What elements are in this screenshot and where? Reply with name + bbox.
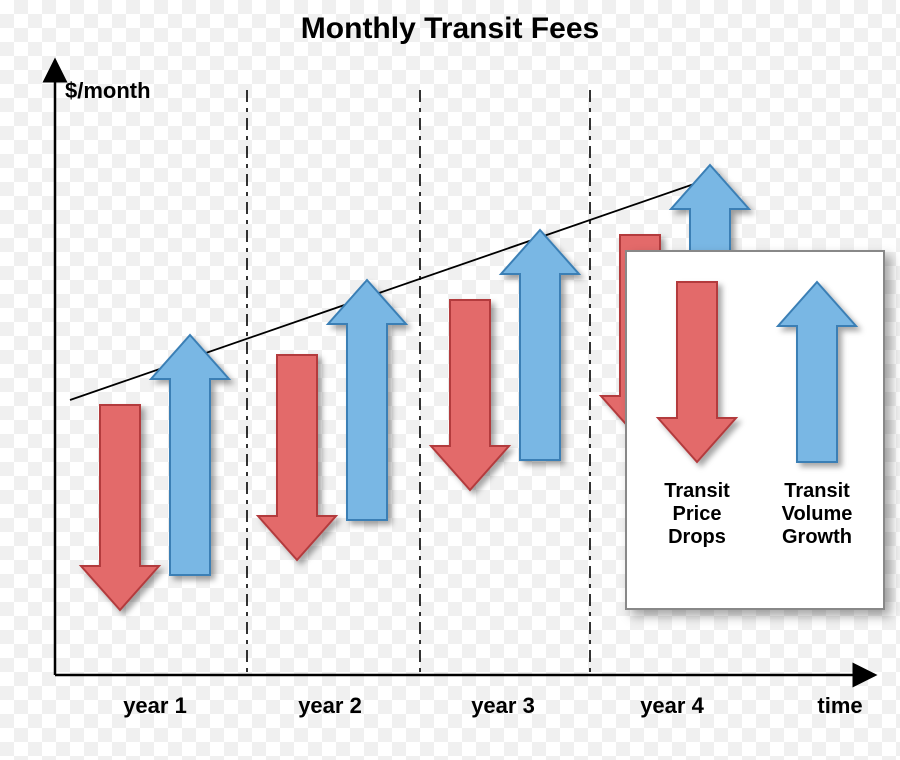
legend-label-down: Transit Price Drops [647,480,747,549]
price-drop-arrow [431,300,509,490]
x-category-label: year 3 [471,693,535,719]
legend-down-arrow-icon [658,282,736,462]
volume-growth-arrow [151,335,229,575]
legend-up-arrow-icon [778,282,856,462]
x-category-label: year 1 [123,693,187,719]
chart-canvas: Monthly Transit Fees $/month Transit Pri… [0,0,900,760]
volume-growth-arrow [501,230,579,460]
legend-box: Transit Price Drops Transit Volume Growt… [625,250,885,610]
price-drop-arrow [81,405,159,610]
legend-label-up: Transit Volume Growth [767,480,867,549]
price-drop-arrow [258,355,336,560]
volume-growth-arrow [328,280,406,520]
legend-svg [627,252,887,612]
x-category-label: year 4 [640,693,704,719]
x-category-label: year 2 [298,693,362,719]
x-axis-label: time [817,693,862,719]
